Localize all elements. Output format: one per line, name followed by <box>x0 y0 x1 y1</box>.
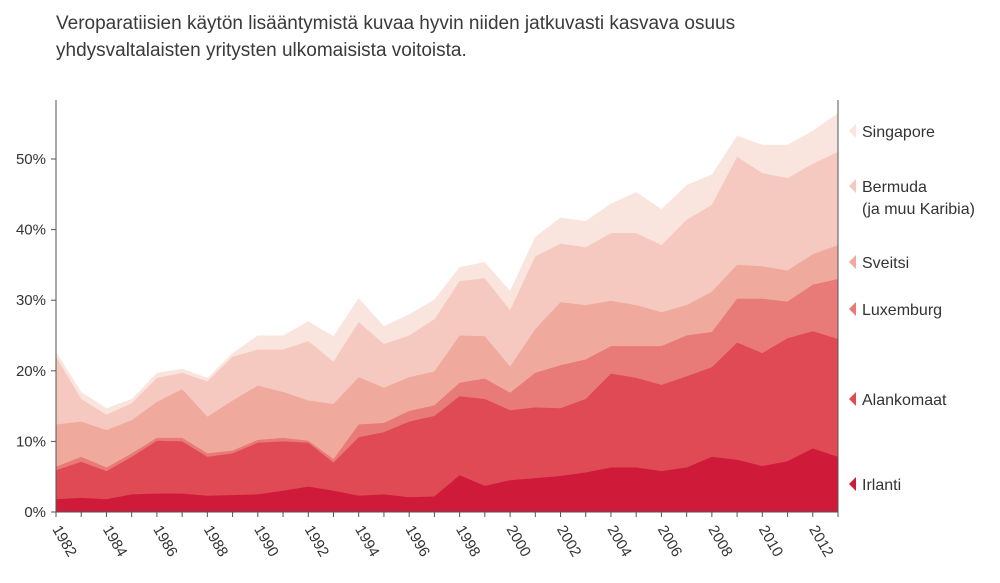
x-tick-label: 2004 <box>604 523 635 560</box>
x-tick-label: 2010 <box>755 523 786 560</box>
y-tick-label: 50% <box>16 151 46 168</box>
x-tick-label: 1992 <box>301 523 332 560</box>
area-alankomaat <box>56 331 838 512</box>
legend-marker <box>849 124 856 138</box>
legend: Irlanti Alankomaat Luxemburg Sveitsi Bermuda… <box>849 124 975 494</box>
x-tick-label: 1986 <box>149 523 180 560</box>
legend-label: Alankomaat <box>862 392 947 409</box>
x-tick-label: 2002 <box>553 523 584 560</box>
y-tick-label: 0% <box>24 504 46 521</box>
legend-label: Sveitsi <box>862 255 909 272</box>
x-tick-label: 1998 <box>452 523 483 560</box>
x-tick-label: 2012 <box>805 523 836 560</box>
x-tick-label: 2000 <box>503 523 534 560</box>
area-layers <box>56 113 838 512</box>
x-tick-label: 1990 <box>250 523 281 560</box>
y-tick-label: 30% <box>16 292 46 309</box>
y-tick-label: 10% <box>16 433 46 450</box>
x-tick-label: 1996 <box>402 523 433 560</box>
legend-marker <box>849 255 856 269</box>
chart-title: Veroparatiisien käytön lisääntymistä kuv… <box>56 13 736 61</box>
legend-label: (ja muu Karibia) <box>862 201 975 218</box>
x-tick-label: 1982 <box>49 523 80 560</box>
legend-label: Singapore <box>862 124 935 141</box>
legend-item-irlanti: Irlanti <box>849 477 901 494</box>
legend-item-bermuda: Bermuda (ja muu Karibia) <box>849 179 975 218</box>
legend-marker <box>849 477 856 491</box>
legend-item-luxemburg: Luxemburg <box>849 302 942 319</box>
x-tick-label: 2008 <box>704 523 735 560</box>
legend-item-sveitsi: Sveitsi <box>849 255 909 272</box>
legend-item-singapore: Singapore <box>849 124 935 141</box>
x-tick-label: 2006 <box>654 523 685 560</box>
legend-item-alankomaat: Alankomaat <box>849 392 947 409</box>
legend-marker <box>849 179 856 193</box>
legend-label: Luxemburg <box>862 302 942 319</box>
x-tick-label: 1984 <box>99 523 130 560</box>
x-tick-label: 1988 <box>200 523 231 560</box>
y-tick-label: 40% <box>16 222 46 239</box>
area-irlanti <box>56 448 838 512</box>
legend-marker <box>849 302 856 316</box>
legend-label: Irlanti <box>862 477 901 494</box>
x-tick-label: 1994 <box>351 523 382 560</box>
y-tick-label: 20% <box>16 363 46 380</box>
legend-label: Bermuda <box>862 179 927 196</box>
legend-marker <box>849 392 856 406</box>
